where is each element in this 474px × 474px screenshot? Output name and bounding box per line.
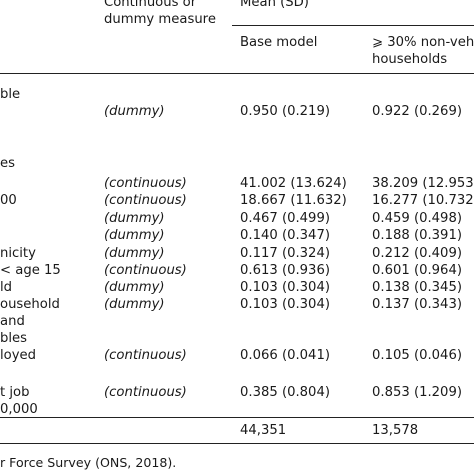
row-nonveh-value: 38.209 (12.953) (372, 176, 474, 191)
row-base-value: 0.613 (0.936) (240, 263, 330, 278)
variable-label: and (0, 314, 25, 329)
variable-label: loyed (0, 348, 37, 363)
row-base-value: 0.385 (0.804) (240, 385, 330, 400)
variable-label: bles (0, 331, 28, 346)
row-nonveh-value: 0.853 (1.209) (372, 385, 462, 400)
row-base-value: 0.103 (0.304) (240, 297, 330, 312)
row-base-value: 18.667 (11.632) (240, 193, 347, 208)
row-nonveh-value: 0.137 (0.343) (372, 297, 462, 312)
totals-top-rule (0, 417, 474, 418)
source-note: r Force Survey (ONS, 2018). (0, 455, 177, 470)
total-base-value: 44,351 (240, 423, 287, 438)
row-measure: (dummy) (104, 246, 165, 261)
row-base-value: 0.467 (0.499) (240, 211, 330, 226)
header-subrule (232, 25, 474, 26)
row-measure: (continuous) (104, 348, 187, 363)
row-base-value: 0.140 (0.347) (240, 228, 330, 243)
row-nonveh-value: 0.212 (0.409) (372, 246, 462, 261)
header-bottom-rule (0, 73, 474, 74)
variable-label: t job (0, 385, 30, 400)
row-measure: (continuous) (104, 263, 187, 278)
row-nonveh-value: 16.277 (10.732) (372, 193, 474, 208)
row-base-value: 0.103 (0.304) (240, 280, 330, 295)
row-measure: (continuous) (104, 176, 187, 191)
variable-label: nicity (0, 246, 36, 261)
row-base-value: 41.002 (13.624) (240, 176, 347, 191)
table-bottom-rule (0, 443, 474, 444)
row-measure: (dummy) (104, 297, 165, 312)
total-nonveh-value: 13,578 (372, 423, 419, 438)
row-measure: (dummy) (104, 228, 165, 243)
row-nonveh-value: 0.138 (0.345) (372, 280, 462, 295)
row-measure: (continuous) (104, 193, 187, 208)
row-measure: (dummy) (104, 211, 165, 226)
nonveh-header-line1: ⩾ 30% non-veh (372, 35, 474, 50)
variable-label: < age 15 (0, 263, 61, 278)
row-base-value: 0.950 (0.219) (240, 104, 330, 119)
variable-label: ld (0, 280, 13, 295)
row-measure: (dummy) (104, 280, 165, 295)
row-nonveh-value: 0.922 (0.269) (372, 104, 462, 119)
row-measure: (continuous) (104, 385, 187, 400)
row-base-value: 0.117 (0.324) (240, 246, 330, 261)
measure-type-header-line1: Continuous or (104, 0, 197, 10)
measure-type-header-line2: dummy measure (104, 12, 216, 27)
variable-label: ble (0, 87, 21, 102)
base-model-header: Base model (240, 35, 318, 50)
row-nonveh-value: 0.188 (0.391) (372, 228, 462, 243)
row-base-value: 0.066 (0.041) (240, 348, 330, 363)
mean-sd-header: Mean (SD) (240, 0, 309, 10)
nonveh-header-line2: households (372, 52, 448, 67)
variable-label: ousehold (0, 297, 60, 312)
row-measure: (dummy) (104, 104, 165, 119)
row-nonveh-value: 0.105 (0.046) (372, 348, 462, 363)
variable-label: 0,000 (0, 402, 38, 417)
row-nonveh-value: 0.459 (0.498) (372, 211, 462, 226)
row-nonveh-value: 0.601 (0.964) (372, 263, 462, 278)
variable-label: es (0, 156, 15, 171)
variable-label: 00 (0, 193, 17, 208)
